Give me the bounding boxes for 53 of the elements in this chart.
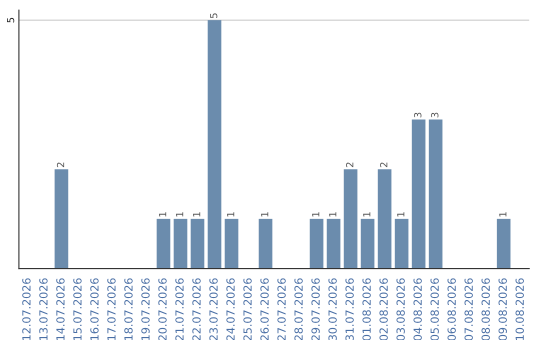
x-tick-label: 29.07.2026 xyxy=(311,278,320,340)
x-tick-label: 21.07.2026 xyxy=(175,278,184,340)
bar xyxy=(496,218,510,269)
x-tick-label: 28.07.2026 xyxy=(294,278,303,340)
x-tick-label: 12.07.2026 xyxy=(22,278,31,340)
bar xyxy=(378,169,392,269)
data-label: 2 xyxy=(380,162,388,168)
x-tick-label: 19.07.2026 xyxy=(141,278,150,340)
data-label: 1 xyxy=(261,212,268,216)
bar xyxy=(54,169,68,269)
x-tick-label: 20.07.2026 xyxy=(158,278,167,340)
bar xyxy=(360,218,374,269)
x-tick-label: 15.07.2026 xyxy=(73,278,82,340)
data-label: 2 xyxy=(56,162,64,168)
data-label: 1 xyxy=(397,212,404,216)
bar xyxy=(394,218,408,269)
bar xyxy=(208,20,222,269)
bar xyxy=(412,120,426,269)
x-tick-label: 22.07.2026 xyxy=(192,278,201,340)
x-tick-label: 27.07.2026 xyxy=(277,278,286,340)
bar xyxy=(156,218,170,269)
bar xyxy=(310,218,324,269)
bar xyxy=(258,218,272,269)
x-tick-label: 23.07.2026 xyxy=(209,278,218,340)
data-label: 1 xyxy=(329,212,336,216)
bar xyxy=(428,120,442,269)
x-tick-label: 26.07.2026 xyxy=(260,278,269,340)
data-label: 1 xyxy=(227,212,234,216)
x-tick-label: 18.07.2026 xyxy=(124,278,133,340)
x-tick-label: 17.07.2026 xyxy=(107,278,116,340)
bar xyxy=(190,218,204,269)
x-tick-label: 24.07.2026 xyxy=(226,278,235,340)
bar xyxy=(344,169,358,269)
x-tick-label: 25.07.2026 xyxy=(243,278,252,340)
data-label: 1 xyxy=(363,212,370,216)
bar xyxy=(224,218,238,269)
x-tick-label: 10.08.2026 xyxy=(516,278,524,340)
x-tick-label: 30.07.2026 xyxy=(328,278,337,340)
data-label: 1 xyxy=(312,212,320,216)
data-label: 1 xyxy=(193,212,200,216)
data-label: 3 xyxy=(431,112,438,118)
x-tick-label: 16.07.2026 xyxy=(90,278,99,340)
data-label: 2 xyxy=(346,162,354,168)
data-label: 5 xyxy=(210,13,218,18)
bar xyxy=(174,218,188,269)
data-label: 1 xyxy=(499,212,506,216)
x-tick-label: 31.07.2026 xyxy=(345,278,354,340)
x-tick-label: 14.07.2026 xyxy=(56,278,65,340)
bar xyxy=(326,218,340,269)
data-label: 3 xyxy=(414,112,422,118)
data-label: 1 xyxy=(159,212,166,216)
x-tick-label: 13.07.2026 xyxy=(39,278,48,340)
data-label: 1 xyxy=(176,212,184,216)
